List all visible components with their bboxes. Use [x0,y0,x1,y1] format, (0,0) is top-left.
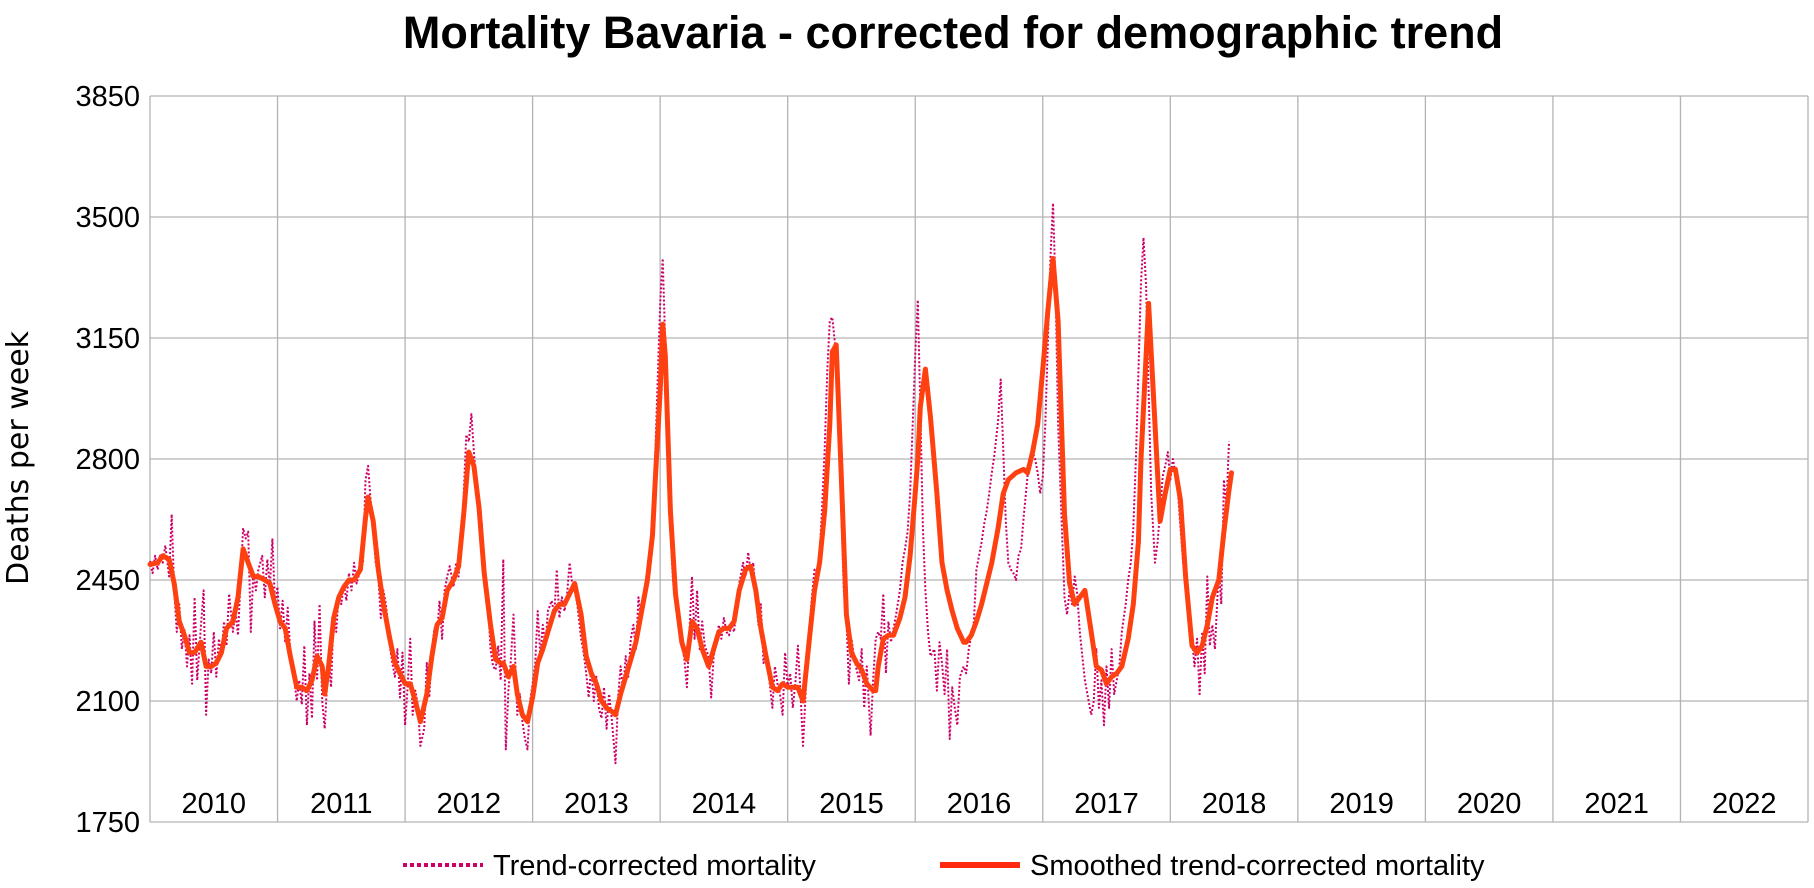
legend-label-raw: Trend-corrected mortality [493,850,816,882]
legend-label-smoothed: Smoothed trend-corrected mortality [1030,850,1485,882]
series-lines [147,202,1234,765]
x-year-label: 2012 [437,788,502,820]
legend: Trend-corrected mortality Smoothed trend… [403,850,1485,882]
x-year-label: 2016 [947,788,1012,820]
x-year-label: 2013 [564,788,629,820]
x-year-label: 2020 [1457,788,1522,820]
y-tick-label: 3500 [75,202,140,234]
x-year-label: 2014 [692,788,757,820]
chart-title: Mortality Bavaria - corrected for demogr… [403,7,1503,58]
y-tick-label: 1750 [75,807,140,839]
y-tick-labels: 3850 3500 3150 2800 2450 2100 1750 [75,81,140,839]
year-labels: 2010 2011 2012 2013 2014 2015 2016 2017 2018 2019… [182,788,1777,820]
y-tick-label: 3150 [75,323,140,355]
x-year-label: 2017 [1074,788,1139,820]
x-year-label: 2015 [819,788,884,820]
x-year-label: 2018 [1202,788,1267,820]
y-tick-label: 2100 [75,686,140,718]
x-year-label: 2019 [1329,788,1394,820]
series-line-smoothed [147,256,1234,725]
x-year-label: 2021 [1584,788,1649,820]
gridlines [149,95,1809,823]
x-year-label: 2022 [1712,788,1777,820]
y-tick-label: 2450 [75,565,140,597]
y-tick-label: 3850 [75,81,140,113]
x-year-label: 2010 [182,788,247,820]
y-axis-label: Deaths per week [1,330,36,585]
y-tick-label: 2800 [75,444,140,476]
x-year-label: 2011 [310,788,372,820]
